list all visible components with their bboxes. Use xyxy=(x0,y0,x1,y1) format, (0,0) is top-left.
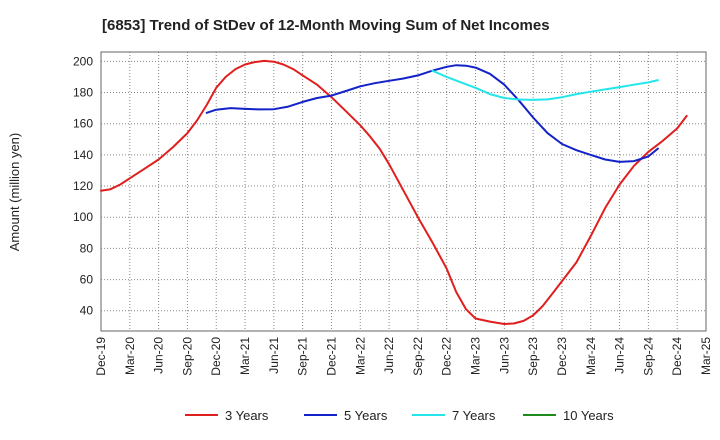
y-tick-label: 160 xyxy=(73,117,93,131)
y-tick-label: 60 xyxy=(80,273,94,287)
x-tick-label: Sep-23 xyxy=(526,337,540,376)
y-tick-label: 120 xyxy=(73,179,93,193)
legend-label: 5 Years xyxy=(344,408,388,423)
series-line-5-years xyxy=(205,64,659,163)
legend: 3 Years 5 Years 7 Years 10 Years xyxy=(185,408,614,423)
x-tick-label: Mar-25 xyxy=(699,337,713,375)
x-tick-label: Sep-22 xyxy=(411,337,425,376)
x-tick-label: Dec-20 xyxy=(209,337,223,376)
series-line-3-years xyxy=(100,59,688,325)
x-tick-label: Mar-20 xyxy=(123,337,137,375)
y-tick-label: 200 xyxy=(73,54,93,68)
x-tick-label: Dec-24 xyxy=(670,337,684,376)
plot-area: Dec-19 Mar-20 Jun-20 Sep-20 Dec-20 Mar-21 Jun-… xyxy=(73,51,713,376)
x-tick-label: Jun-21 xyxy=(267,337,281,374)
x-tick-label: Jun-22 xyxy=(382,337,396,374)
x-tick-label: Mar-23 xyxy=(469,337,483,375)
x-tick-label: Sep-21 xyxy=(296,337,310,376)
y-tick-label: 40 xyxy=(80,304,94,318)
x-tick-label: Sep-24 xyxy=(641,337,655,376)
x-tick-label: Jun-24 xyxy=(613,337,627,374)
legend-label: 10 Years xyxy=(563,408,614,423)
x-tick-label: Dec-21 xyxy=(324,337,338,376)
y-tick-label: 100 xyxy=(73,210,93,224)
x-tick-label: Sep-20 xyxy=(180,337,194,376)
chart-title: [6853] Trend of StDev of 12-Month Moving… xyxy=(102,17,550,34)
x-tick-label: Jun-23 xyxy=(497,337,511,374)
y-tick-label: 140 xyxy=(73,148,93,162)
y-tick-label: 180 xyxy=(73,86,93,100)
x-tick-label: Dec-22 xyxy=(440,337,454,376)
y-tick-label: 80 xyxy=(80,241,94,255)
y-axis-label: Amount (million yen) xyxy=(7,133,22,252)
series-line-7-years xyxy=(431,69,659,101)
x-tick-label: Jun-20 xyxy=(152,337,166,374)
x-tick-label: Dec-19 xyxy=(94,337,108,376)
legend-label: 7 Years xyxy=(452,408,496,423)
x-tick-label: Mar-21 xyxy=(238,337,252,375)
x-tick-label: Mar-24 xyxy=(584,337,598,375)
x-tick-label: Dec-23 xyxy=(555,337,569,376)
legend-label: 3 Years xyxy=(225,408,269,423)
x-tick-label: Mar-22 xyxy=(353,337,367,375)
